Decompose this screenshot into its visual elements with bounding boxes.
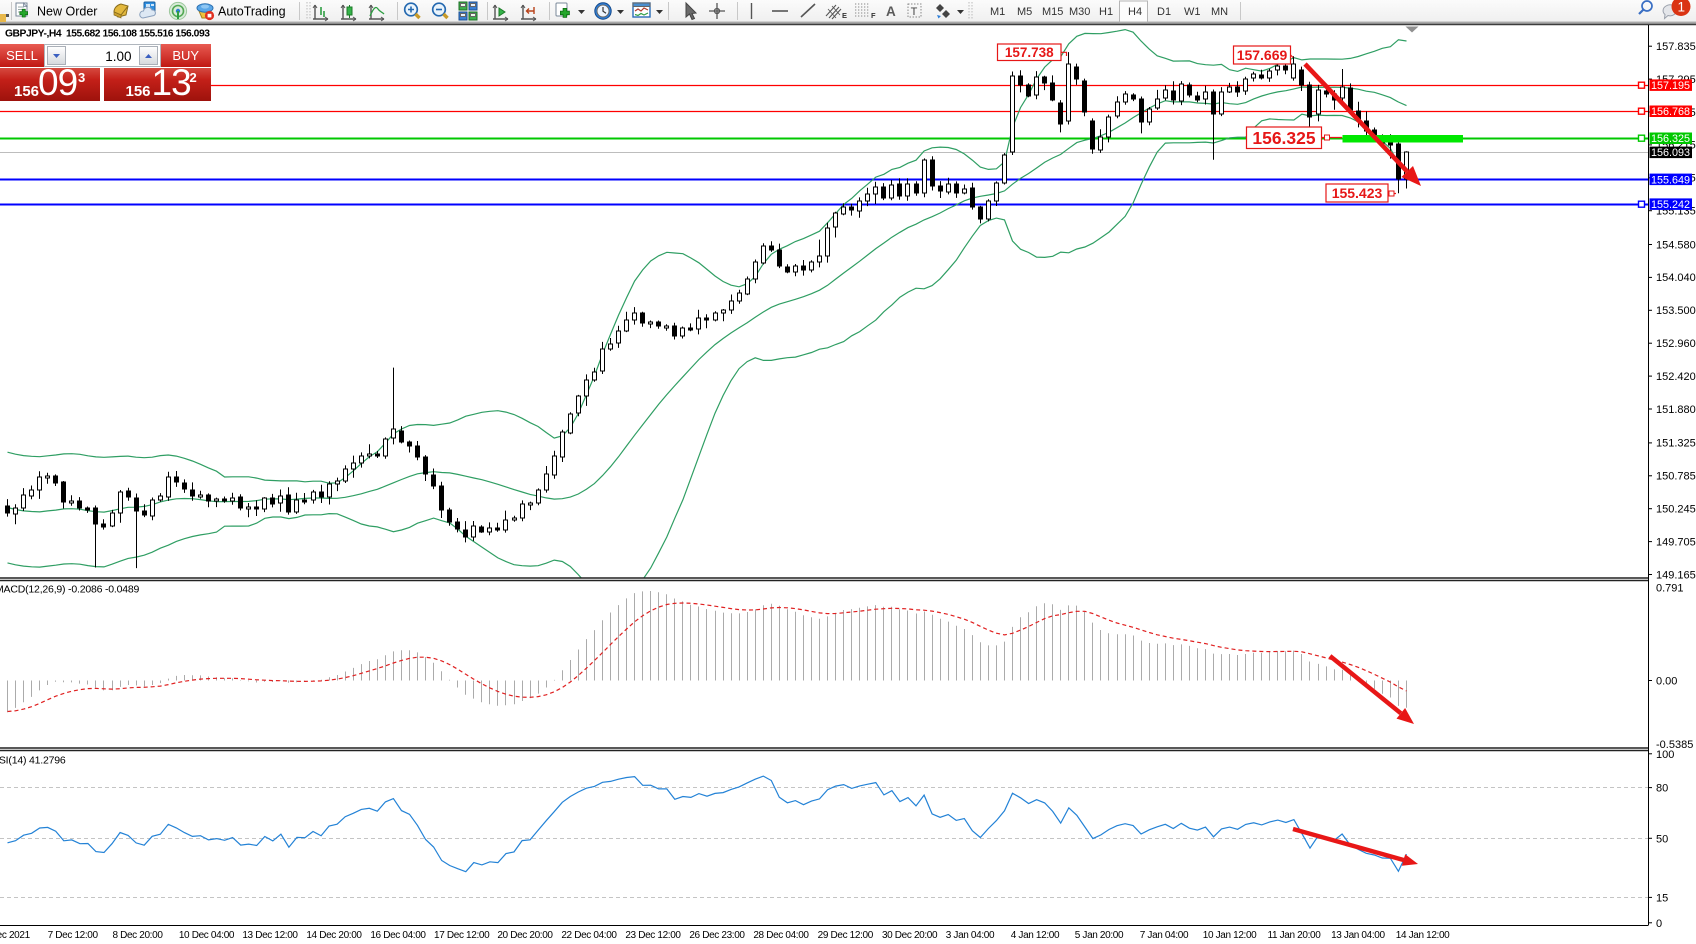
svg-text:0.00: 0.00 xyxy=(1656,676,1677,688)
svg-text:M15: M15 xyxy=(1042,6,1063,18)
svg-text:T: T xyxy=(911,6,918,18)
svg-text:A: A xyxy=(886,4,896,19)
svg-text:16 Dec 04:00: 16 Dec 04:00 xyxy=(370,930,426,941)
svg-text:H1: H1 xyxy=(1099,6,1113,18)
svg-text:W1: W1 xyxy=(1184,6,1201,18)
svg-text:17 Dec 12:00: 17 Dec 12:00 xyxy=(434,930,490,941)
svg-text:D1: D1 xyxy=(1157,6,1171,18)
svg-text:MACD(12,26,9) -0.2086 -0.0489: MACD(12,26,9) -0.2086 -0.0489 xyxy=(0,584,140,596)
svg-text:151.880: 151.880 xyxy=(1656,404,1696,416)
svg-text:28 Dec 04:00: 28 Dec 04:00 xyxy=(753,930,809,941)
svg-text:153.500: 153.500 xyxy=(1656,305,1696,317)
svg-text:6 Dec 2021: 6 Dec 2021 xyxy=(0,930,31,941)
svg-text:M5: M5 xyxy=(1017,6,1032,18)
svg-text:155.423: 155.423 xyxy=(1332,185,1383,201)
svg-text:156.093: 156.093 xyxy=(1651,147,1690,159)
svg-text:150.245: 150.245 xyxy=(1656,504,1696,516)
svg-text:5 Jan 20:00: 5 Jan 20:00 xyxy=(1075,930,1124,941)
svg-text:0.791: 0.791 xyxy=(1656,583,1684,595)
svg-text:F: F xyxy=(871,11,876,20)
svg-text:152.960: 152.960 xyxy=(1656,338,1696,350)
svg-text:14 Jan 12:00: 14 Jan 12:00 xyxy=(1396,930,1450,941)
svg-text:13 Jan 04:00: 13 Jan 04:00 xyxy=(1331,930,1385,941)
svg-text:150.785: 150.785 xyxy=(1656,471,1696,483)
svg-text:H4: H4 xyxy=(1128,6,1142,18)
svg-text:8 Dec 20:00: 8 Dec 20:00 xyxy=(112,930,163,941)
svg-text:149.705: 149.705 xyxy=(1656,536,1696,548)
svg-text:157.738: 157.738 xyxy=(1005,45,1054,60)
svg-text:11 Jan 20:00: 11 Jan 20:00 xyxy=(1268,930,1322,941)
svg-text:3 Jan 04:00: 3 Jan 04:00 xyxy=(946,930,995,941)
svg-text:100: 100 xyxy=(1656,749,1674,761)
svg-text:157.835: 157.835 xyxy=(1656,41,1696,53)
svg-text:RSI(14) 41.2796: RSI(14) 41.2796 xyxy=(0,755,66,767)
svg-text:7 Jan 04:00: 7 Jan 04:00 xyxy=(1140,930,1189,941)
svg-text:7 Dec 12:00: 7 Dec 12:00 xyxy=(48,930,99,941)
svg-text:157.195: 157.195 xyxy=(1651,80,1690,92)
svg-text:155.649: 155.649 xyxy=(1651,174,1690,186)
svg-text:154.040: 154.040 xyxy=(1656,272,1696,284)
svg-text:151.325: 151.325 xyxy=(1656,438,1696,450)
svg-text:10 Dec 04:00: 10 Dec 04:00 xyxy=(179,930,235,941)
svg-text:AutoTrading: AutoTrading xyxy=(218,5,286,19)
svg-text:50: 50 xyxy=(1656,833,1668,845)
svg-text:-0.5385: -0.5385 xyxy=(1656,739,1693,751)
svg-text:1: 1 xyxy=(1678,0,1686,15)
svg-text:MN: MN xyxy=(1211,6,1228,18)
svg-text:M1: M1 xyxy=(990,6,1005,18)
svg-text:156.325: 156.325 xyxy=(1252,128,1316,148)
svg-text:30 Dec 20:00: 30 Dec 20:00 xyxy=(882,930,938,941)
svg-text:29 Dec 12:00: 29 Dec 12:00 xyxy=(818,930,874,941)
svg-text:22 Dec 04:00: 22 Dec 04:00 xyxy=(561,930,617,941)
svg-text:New Order: New Order xyxy=(37,5,97,19)
svg-text:80: 80 xyxy=(1656,783,1668,795)
svg-text:14 Dec 20:00: 14 Dec 20:00 xyxy=(306,930,362,941)
svg-text:20 Dec 20:00: 20 Dec 20:00 xyxy=(497,930,553,941)
svg-text:0: 0 xyxy=(1656,918,1662,930)
svg-text:157.669: 157.669 xyxy=(1237,47,1288,63)
svg-text:152.420: 152.420 xyxy=(1656,371,1696,383)
svg-text:GBPJPY-,H4 155.682 156.108 15: GBPJPY-,H4 155.682 156.108 155.516 156.0… xyxy=(5,29,210,40)
svg-text:E: E xyxy=(842,11,847,20)
svg-text:15: 15 xyxy=(1656,892,1668,904)
svg-text:23 Dec 12:00: 23 Dec 12:00 xyxy=(625,930,681,941)
svg-text:4 Jan 12:00: 4 Jan 12:00 xyxy=(1011,930,1060,941)
svg-text:M30: M30 xyxy=(1069,6,1090,18)
svg-text:26 Dec 23:00: 26 Dec 23:00 xyxy=(689,930,745,941)
svg-text:13 Dec 12:00: 13 Dec 12:00 xyxy=(242,930,298,941)
svg-text:155.242: 155.242 xyxy=(1651,199,1690,211)
svg-text:156.325: 156.325 xyxy=(1651,133,1690,145)
svg-text:156.768: 156.768 xyxy=(1651,106,1690,118)
svg-text:10 Jan 12:00: 10 Jan 12:00 xyxy=(1203,930,1257,941)
svg-text:154.580: 154.580 xyxy=(1656,239,1696,251)
svg-text:149.165: 149.165 xyxy=(1656,569,1696,581)
